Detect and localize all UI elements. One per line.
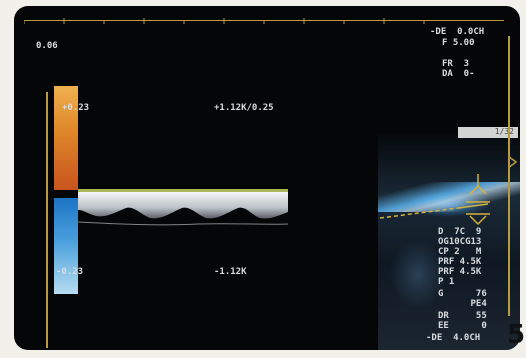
param-cp: CP 2 M	[438, 247, 482, 257]
param-gain: G 76	[438, 289, 487, 299]
param-depth-top: -DE 0.0CH	[430, 27, 485, 37]
param-depth-bottom: -DE 4.0CH	[426, 333, 481, 343]
negative-velocity-scale	[54, 198, 78, 294]
param-frequency: F 5.00	[442, 38, 475, 48]
frame-label-box: 1/32	[458, 127, 518, 138]
param-da: DA 0-	[442, 69, 475, 79]
timeline-ticks	[24, 18, 425, 24]
param-og: OG10CG13	[438, 237, 482, 247]
image-bracket	[508, 36, 510, 316]
param-d: D 7C 9	[438, 227, 482, 237]
bracket-marker	[508, 156, 518, 168]
param-pe: PE4	[438, 299, 487, 309]
vessel-color-flow	[378, 182, 520, 212]
param-frame-rate: FR 3	[442, 59, 470, 69]
param-dr: DR 55	[438, 311, 487, 321]
param-ee: EE 0	[438, 321, 487, 331]
positive-velocity-scale	[54, 86, 78, 190]
spectral-baseline	[78, 189, 288, 192]
negative-frequency-readout: -1.12K	[214, 267, 247, 277]
b-mode-image	[378, 134, 520, 350]
doppler-spectrum	[78, 192, 288, 226]
param-prf-2: PRF 4.5K	[438, 267, 482, 277]
sample-volume-cursor	[379, 174, 490, 226]
scale-axis	[46, 92, 48, 348]
scale-top-value: 0.06	[36, 41, 58, 51]
ultrasound-screen: 0.06 +0.23 -0.23 +1.12K/0.25 -1.12K	[14, 6, 520, 350]
param-p: P 1	[438, 277, 455, 287]
positive-frequency-readout: +1.12K/0.25	[214, 103, 274, 113]
figure-number: 5	[507, 320, 526, 350]
negative-velocity-label: -0.23	[56, 267, 84, 277]
param-prf-1: PRF 4.5K	[438, 257, 482, 267]
positive-velocity-label: +0.23	[62, 103, 90, 113]
